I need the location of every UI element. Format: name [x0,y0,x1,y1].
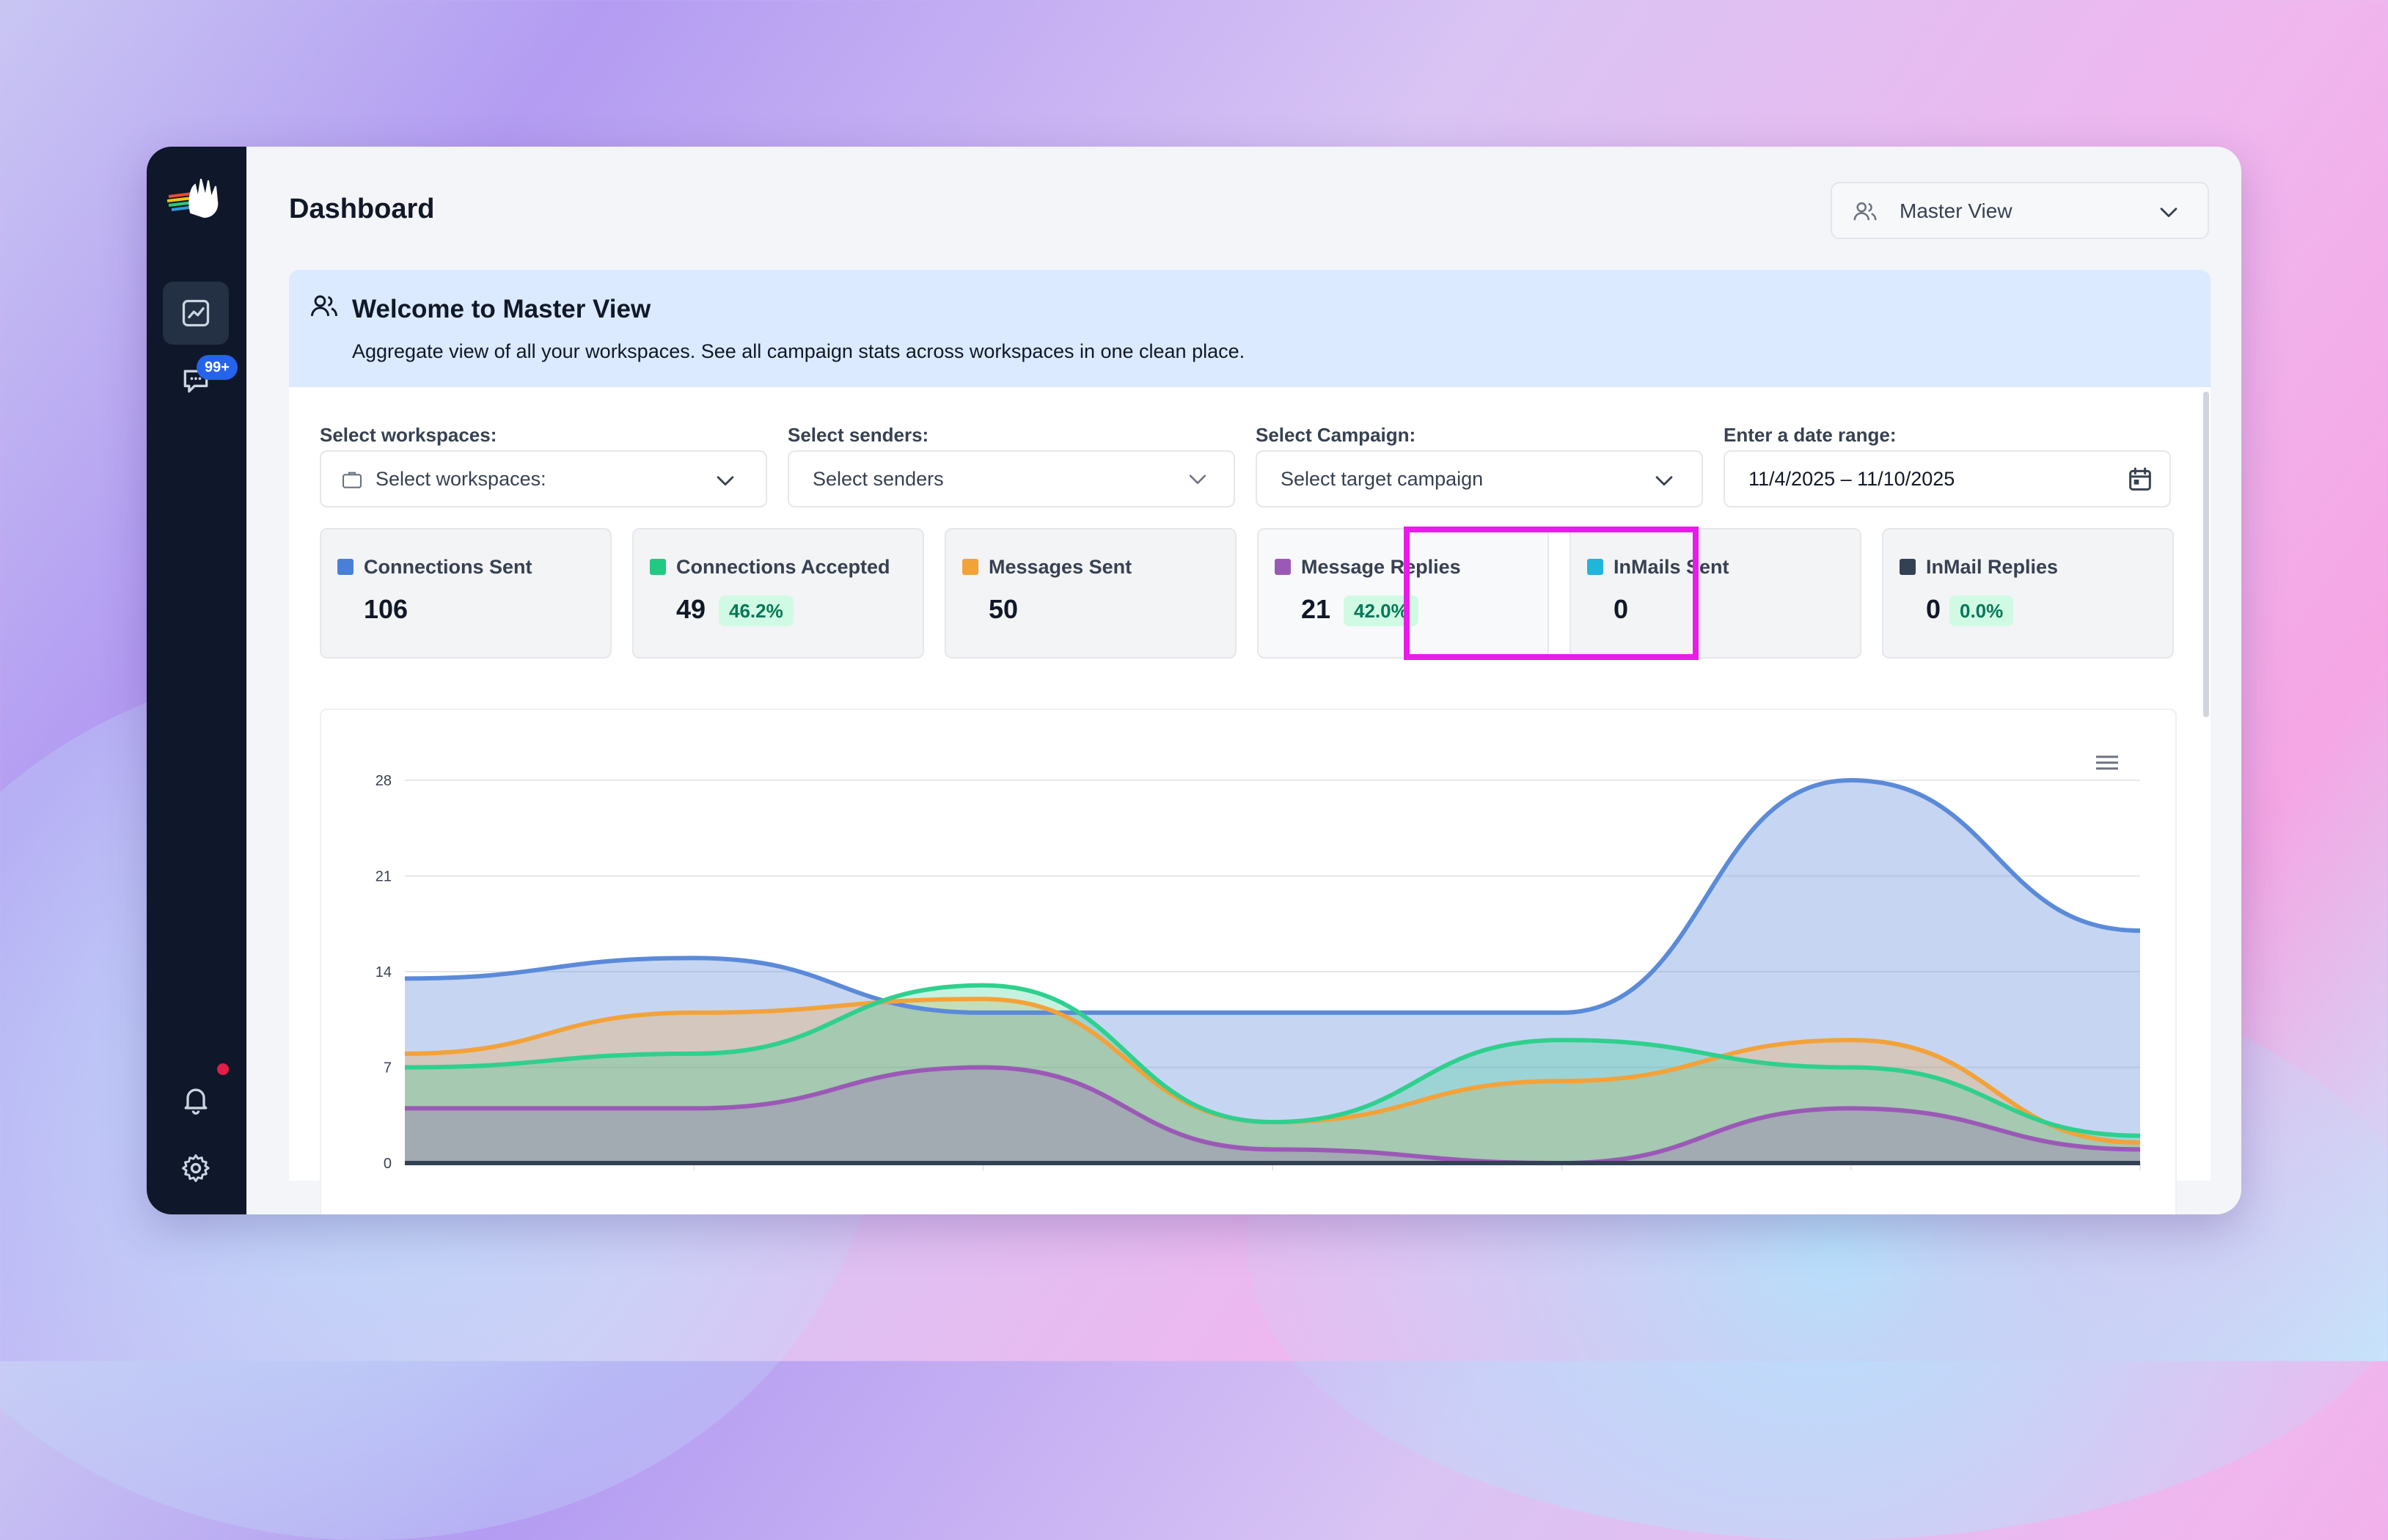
date-range-value: 11/4/2025 – 11/10/2025 [1748,468,1955,490]
legend-swatch [1587,559,1603,575]
notifications-button[interactable] [163,1068,229,1131]
legend-swatch [337,559,354,575]
chevron-down-icon [717,476,734,486]
series-line [404,777,2141,1015]
view-select[interactable]: Master View [1831,182,2209,239]
stat-value: 21 [1301,594,1331,624]
scrollbar[interactable] [2203,392,2209,717]
chart-menu-icon[interactable] [2096,755,2118,770]
series-area [405,999,2140,1163]
chevron-down-icon [1189,474,1206,484]
chart-icon [182,299,210,327]
main-area: Dashboard Master View Welcome to Master … [246,147,2241,1214]
campaign-select-value: Select target campaign [1281,468,1484,490]
notification-dot [217,1063,229,1075]
chevron-down-icon [1655,476,1673,486]
sidebar: 99+ [147,147,246,1214]
series-area [405,1067,2140,1163]
workspaces-select-value: Select workspaces: [376,468,546,490]
stat-label: InMails Sent [1614,556,1729,578]
chart-panel: 28 21 14 7 0 [320,708,2177,1214]
stat-value: 50 [989,594,1019,624]
y-tick-label: 28 [376,773,392,789]
briefcase-icon [342,472,362,488]
chevron-down-icon [2160,208,2178,218]
nav-dashboard-button[interactable] [163,282,229,345]
stat-label: Connections Sent [364,556,532,578]
workspaces-label: Select workspaces: [320,424,497,446]
banner-description: Aggregate view of all your workspaces. S… [352,340,1245,362]
series-area [405,780,2140,1163]
view-select-value: Master View [1900,199,2012,222]
series-line [404,983,2141,1138]
banner-title: Welcome to Master View [352,295,651,323]
messages-badge: 99+ [197,355,238,380]
series-area [405,985,2140,1163]
stat-label: Message Replies [1301,556,1461,578]
legend-swatch [962,559,978,575]
stat-card-inmail-replies: InMail Replies 0 0.0% [1882,528,2174,659]
y-tick-label: 7 [384,1060,392,1077]
stat-percent-badge: 46.2% [719,595,794,626]
stat-percent-badge: 0.0% [1949,595,2014,626]
users-icon [311,295,337,316]
stat-label: InMail Replies [1926,556,2059,578]
senders-select-value: Select senders [813,468,944,490]
gear-icon [182,1154,210,1182]
calendar-icon[interactable] [2125,465,2155,494]
stat-card-inmails-sent: InMails Sent 0 [1570,528,1861,659]
campaign-label: Select Campaign: [1256,424,1416,446]
y-tick-label: 21 [376,869,392,885]
legend-swatch [1900,559,1916,575]
stat-card-connections-sent: Connections Sent 106 [320,528,612,659]
welcome-banner: Welcome to Master View Aggregate view of… [289,270,2211,387]
campaign-select[interactable]: Select target campaign [1256,450,1703,507]
senders-select[interactable]: Select senders [788,450,1235,507]
stat-value: 49 [676,594,706,624]
y-tick-label: 0 [384,1156,392,1172]
series-line [405,1065,2141,1166]
app-window: 99+ Dashboard Master View [147,147,2241,1214]
users-icon [1853,202,1877,221]
stat-card-connections-accepted: Connections Accepted 49 46.2% [632,528,924,659]
stat-value: 106 [364,594,409,624]
legend-swatch [1275,559,1291,575]
page-title: Dashboard [289,194,435,224]
stat-value: 0 [1926,594,1941,624]
stat-label: Connections Accepted [676,556,890,578]
settings-button[interactable] [163,1137,229,1200]
area-chart: 28 21 14 7 0 [376,755,2141,1172]
bell-icon [184,1088,208,1115]
workspaces-select[interactable]: Select workspaces: [320,450,767,507]
y-tick-label: 14 [376,964,392,980]
stat-card-messages-sent: Messages Sent 50 [945,528,1237,659]
date-range-input[interactable]: 11/4/2025 – 11/10/2025 [1724,450,2171,507]
highlight-box [1404,527,1699,660]
stat-label: Messages Sent [989,556,1132,578]
date-range-label: Enter a date range: [1724,424,1897,446]
app-logo [166,172,227,224]
legend-swatch [650,559,666,575]
senders-label: Select senders: [788,424,929,446]
stat-value: 0 [1614,594,1629,624]
